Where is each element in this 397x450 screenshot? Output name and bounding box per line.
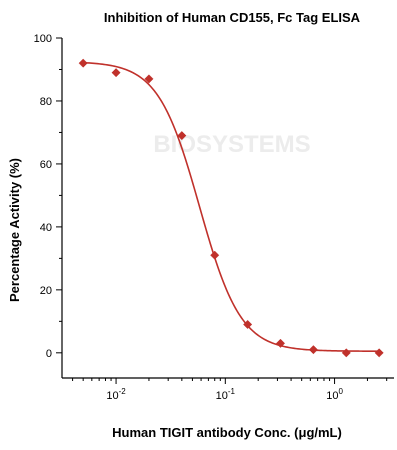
plot-area: [78, 58, 384, 358]
data-point: [144, 74, 154, 84]
data-point: [308, 345, 318, 355]
data-point: [111, 68, 121, 78]
data-point: [243, 319, 253, 330]
y-tick-label: 20: [40, 285, 52, 297]
data-point: [341, 348, 351, 358]
y-tick-label: 40: [40, 222, 52, 234]
data-point: [78, 58, 88, 68]
data-point: [374, 348, 384, 358]
y-tick-label: 60: [40, 159, 52, 171]
y-axis-label: Percentage Activity (%): [7, 158, 22, 302]
fit-curve: [83, 61, 380, 352]
x-tick-label: 100: [326, 387, 343, 402]
y-tick-label: 0: [46, 348, 52, 360]
y-tick-label: 100: [34, 33, 52, 45]
x-tick-label: 10-1: [216, 387, 236, 402]
x-axis-label: Human TIGIT antibody Conc. (μg/mL): [112, 425, 342, 440]
data-point: [210, 250, 220, 260]
x-tick-label: 10-2: [106, 387, 126, 402]
axes: 0 20 40 60 80 100 10-2 10-1 100: [34, 33, 394, 402]
data-point: [275, 338, 286, 348]
chart-title: Inhibition of Human CD155, Fc Tag ELISA: [104, 10, 361, 25]
data-point: [177, 131, 187, 141]
y-tick-label: 80: [40, 96, 52, 108]
